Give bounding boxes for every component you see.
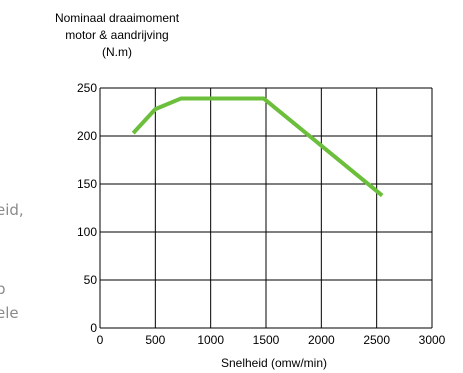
- x-tick-label-2500: 2500: [363, 333, 390, 347]
- series: [131, 96, 384, 198]
- y-axis-title-line-2: motor & aandrijving: [65, 28, 169, 42]
- y-tick-label-200: 200: [77, 129, 97, 143]
- x-tick-label-500: 500: [145, 333, 165, 347]
- y-axis-title: Nominaal draaimoment motor & aandrijving…: [42, 10, 192, 61]
- x-tick-label-3000: 3000: [419, 333, 446, 347]
- page-text-fragment-2: p: [0, 280, 6, 298]
- y-tick-label-150: 150: [77, 177, 97, 191]
- y-tick-label-250: 250: [77, 81, 97, 95]
- grid: [99, 87, 433, 329]
- x-tick-label-1000: 1000: [197, 333, 224, 347]
- x-axis-title: Snelheid (omw/min): [221, 356, 327, 370]
- page-text-fragment-1: eid,: [0, 201, 24, 219]
- y-axis-title-line-3: (N.m): [102, 45, 132, 59]
- page-text-fragment-3: ele: [0, 304, 19, 322]
- series-line-0: [131, 96, 384, 198]
- x-tick-label-2000: 2000: [308, 333, 335, 347]
- x-tick-label-0: 0: [97, 333, 104, 347]
- y-tick-label-50: 50: [84, 273, 98, 287]
- y-tick-label-0: 0: [90, 321, 97, 335]
- tick-labels: 0 500 1000 1500 2000 2500 3000 0 50 100 150 200 250: [77, 81, 446, 347]
- x-tick-label-1500: 1500: [253, 333, 280, 347]
- y-axis-title-line-1: Nominaal draaimoment: [54, 11, 180, 25]
- y-tick-label-100: 100: [77, 225, 97, 239]
